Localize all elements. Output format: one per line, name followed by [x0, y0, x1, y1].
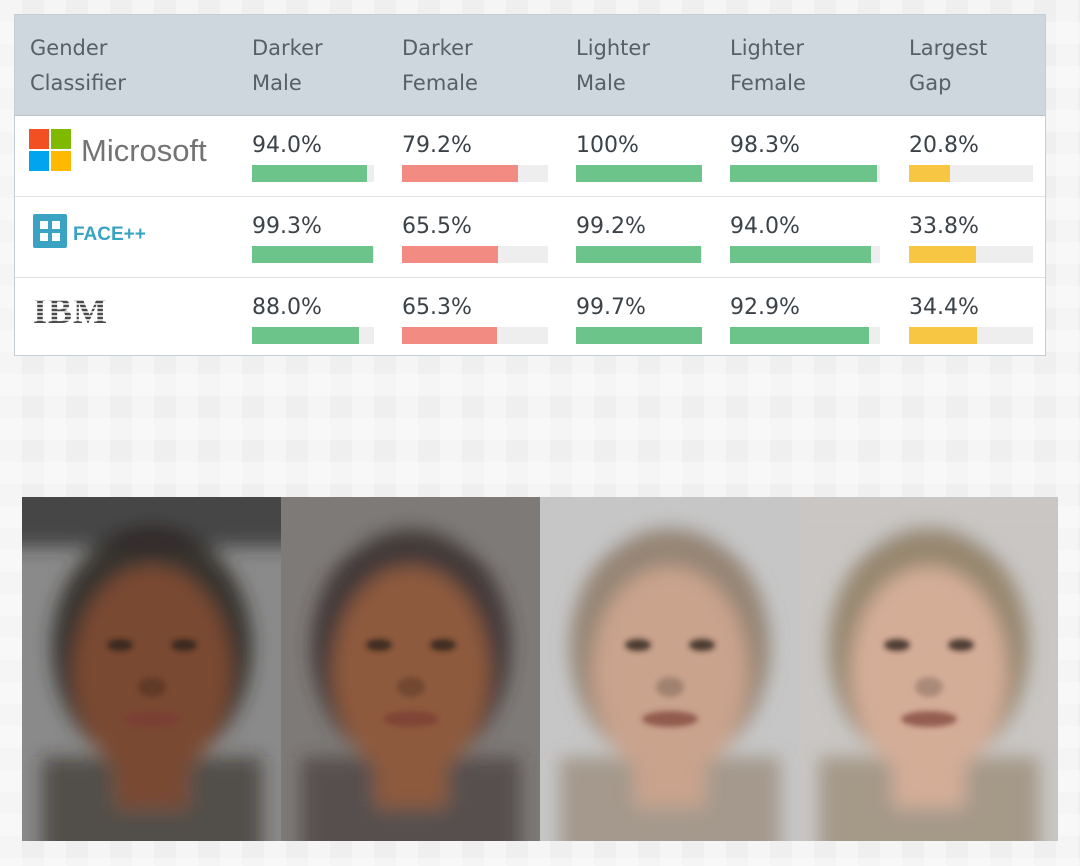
ibm-logo-text: IBM [33, 293, 108, 329]
value-lighter-male: 99.2% [576, 214, 646, 239]
average-face-lighter-male [540, 497, 799, 841]
microsoft-logo-text: Microsoft [81, 133, 207, 168]
value-lighter-female: 94.0% [730, 214, 800, 239]
table-row: FACE++ 99.3% 65.5% 99.2% 94.0% 33.8% [15, 196, 1045, 278]
bar-fill-largest-gap [909, 165, 950, 182]
table-row: IBM 88.0% 65.3% 99.7% 92.9% 34.4% [15, 277, 1045, 358]
bar-fill-darker-female [402, 165, 518, 182]
bar-track-largest-gap [909, 327, 1033, 344]
value-largest-gap: 33.8% [909, 214, 979, 239]
bar-track-lighter-female [730, 165, 880, 182]
value-darker-male: 94.0% [252, 133, 322, 158]
bar-track-largest-gap [909, 165, 1033, 182]
value-darker-female: 65.3% [402, 295, 472, 320]
bar-fill-darker-male [252, 165, 367, 182]
bar-track-darker-male [252, 327, 374, 344]
header-largest-gap: Largest Gap [909, 36, 988, 95]
bar-fill-lighter-female [730, 246, 871, 263]
header-lighter-male: Lighter Male [576, 36, 650, 95]
bar-fill-lighter-female [730, 165, 877, 182]
average-faces-strip [22, 497, 1058, 841]
bar-track-darker-male [252, 246, 374, 263]
bar-fill-darker-female [402, 327, 497, 344]
faceplusplus-logo-text: FACE++ [73, 224, 146, 245]
bar-track-darker-female [402, 246, 548, 263]
bar-fill-darker-male [252, 246, 373, 263]
bar-track-darker-female [402, 165, 548, 182]
value-largest-gap: 20.8% [909, 133, 979, 158]
value-lighter-female: 98.3% [730, 133, 800, 158]
value-lighter-female: 92.9% [730, 295, 800, 320]
value-darker-male: 88.0% [252, 295, 322, 320]
bar-fill-lighter-male [576, 165, 702, 182]
bar-fill-lighter-male [576, 327, 702, 344]
accuracy-table: Gender Classifier Darker Male Darker Fem… [14, 14, 1046, 356]
table-row: Microsoft 94.0% 79.2% 100% 98.3% 20.8% [15, 115, 1045, 197]
value-darker-male: 99.3% [252, 214, 322, 239]
bar-track-lighter-female [730, 246, 880, 263]
ibm-logo-icon: IBM [33, 291, 113, 331]
bar-track-lighter-male [576, 246, 702, 263]
microsoft-logo-icon: Microsoft [29, 129, 229, 171]
header-gender-classifier: Gender Classifier [30, 36, 126, 95]
bar-track-largest-gap [909, 246, 1033, 263]
bar-fill-largest-gap [909, 246, 976, 263]
value-largest-gap: 34.4% [909, 295, 979, 320]
bar-fill-largest-gap [909, 327, 977, 344]
bar-track-lighter-female [730, 327, 880, 344]
bar-fill-lighter-male [576, 246, 701, 263]
faceplusplus-logo-icon: FACE++ [33, 212, 153, 250]
bar-track-darker-male [252, 165, 374, 182]
average-face-darker-male [22, 497, 281, 841]
header-darker-male: Darker Male [252, 36, 323, 95]
average-face-lighter-female [799, 497, 1058, 841]
bar-track-darker-female [402, 327, 548, 344]
value-lighter-male: 100% [576, 133, 639, 158]
value-lighter-male: 99.7% [576, 295, 646, 320]
bar-track-lighter-male [576, 165, 702, 182]
average-face-darker-female [281, 497, 540, 841]
header-lighter-female: Lighter Female [730, 36, 806, 95]
table-header: Gender Classifier Darker Male Darker Fem… [15, 15, 1045, 116]
bar-fill-darker-male [252, 327, 359, 344]
header-darker-female: Darker Female [402, 36, 478, 95]
value-darker-female: 65.5% [402, 214, 472, 239]
bar-track-lighter-male [576, 327, 702, 344]
bar-fill-darker-female [402, 246, 498, 263]
bar-fill-lighter-female [730, 327, 869, 344]
value-darker-female: 79.2% [402, 133, 472, 158]
